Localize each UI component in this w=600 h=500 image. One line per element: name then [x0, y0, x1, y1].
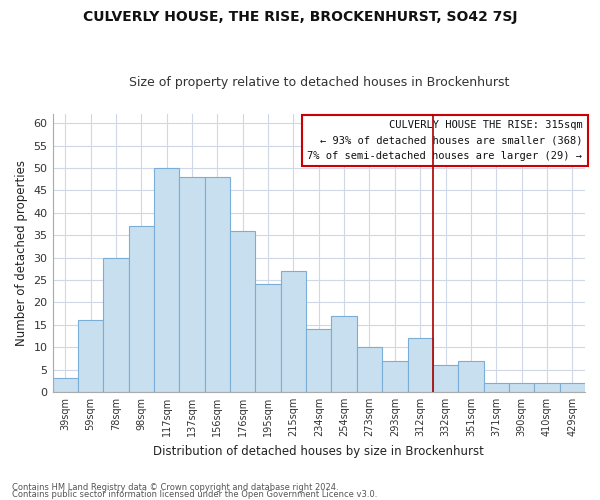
Text: CULVERLY HOUSE THE RISE: 315sqm
← 93% of detached houses are smaller (368)
7% of: CULVERLY HOUSE THE RISE: 315sqm ← 93% of… — [307, 120, 583, 161]
Text: Contains HM Land Registry data © Crown copyright and database right 2024.: Contains HM Land Registry data © Crown c… — [12, 484, 338, 492]
Bar — [53, 378, 78, 392]
Bar — [154, 168, 179, 392]
Bar — [509, 383, 534, 392]
Bar — [357, 347, 382, 392]
Bar — [281, 271, 306, 392]
Bar — [306, 329, 331, 392]
Bar — [407, 338, 433, 392]
Bar — [560, 383, 585, 392]
Bar — [103, 258, 128, 392]
Bar — [331, 316, 357, 392]
Bar — [433, 365, 458, 392]
Bar — [484, 383, 509, 392]
Bar — [458, 360, 484, 392]
X-axis label: Distribution of detached houses by size in Brockenhurst: Distribution of detached houses by size … — [154, 444, 484, 458]
Bar — [179, 177, 205, 392]
Text: CULVERLY HOUSE, THE RISE, BROCKENHURST, SO42 7SJ: CULVERLY HOUSE, THE RISE, BROCKENHURST, … — [83, 10, 517, 24]
Bar — [382, 360, 407, 392]
Bar — [230, 230, 256, 392]
Bar — [78, 320, 103, 392]
Y-axis label: Number of detached properties: Number of detached properties — [15, 160, 28, 346]
Bar — [128, 226, 154, 392]
Bar — [256, 284, 281, 392]
Bar — [205, 177, 230, 392]
Text: Contains public sector information licensed under the Open Government Licence v3: Contains public sector information licen… — [12, 490, 377, 499]
Title: Size of property relative to detached houses in Brockenhurst: Size of property relative to detached ho… — [128, 76, 509, 90]
Bar — [534, 383, 560, 392]
